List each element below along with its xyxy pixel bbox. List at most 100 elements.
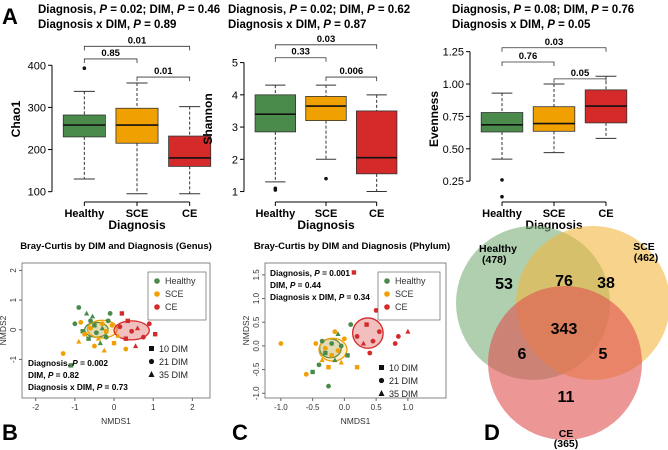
dim-legend-square-icon: [149, 346, 154, 351]
nmds-title: Bray-Curtis by DIM and Diagnosis (Phylum…: [254, 241, 450, 252]
venn-label-sce: SCE: [633, 241, 655, 253]
dim-legend-circle-icon: [148, 358, 155, 365]
point-ce: [123, 336, 128, 341]
y-tick-label: 0.75: [443, 111, 464, 123]
dim-legend-square-icon: [379, 365, 384, 370]
point-healthy: [88, 318, 93, 324]
point-sce: [92, 343, 97, 349]
box-healthy: [254, 94, 296, 133]
point-healthy: [319, 338, 325, 344]
point-healthy: [86, 336, 91, 341]
plot-frame: [21, 262, 211, 399]
significance-bracket: [325, 76, 378, 82]
point-sce: [95, 335, 101, 341]
y-axis-title: Shannon: [201, 93, 215, 144]
box-healthy: [62, 114, 106, 138]
point-ce: [351, 270, 357, 275]
point-sce: [115, 332, 121, 338]
x-tick-label: SCE: [126, 208, 149, 220]
point-ce: [117, 324, 123, 330]
venn-diagram: Healthy (478) SCE (462) CE (365) 53 38 1…: [456, 226, 668, 450]
point-healthy: [348, 322, 354, 327]
x-tick-label: 2: [190, 403, 195, 412]
point-healthy: [326, 383, 331, 389]
x-tick-label: Healthy: [482, 208, 523, 220]
point-sce: [88, 325, 93, 331]
point-ce: [364, 322, 369, 327]
legend-label-ce: CE: [165, 302, 178, 312]
outlier-point: [500, 178, 504, 182]
point-ce: [146, 321, 152, 327]
nmds-phylum-plot: Bray-Curtis by DIM and Diagnosis (Phylum…: [241, 241, 450, 426]
point-healthy: [310, 369, 315, 375]
y-tick-label: 1.00: [443, 79, 464, 91]
panel-letter-b: B: [2, 420, 18, 445]
point-sce: [319, 357, 325, 363]
x-tick-label: CE: [182, 208, 197, 220]
point-sce: [313, 341, 319, 346]
dim-legend-triangle-icon: [148, 371, 155, 377]
x-tick-label: -0.5: [306, 403, 320, 412]
venn-count-healthy-ce: 6: [518, 346, 527, 363]
significance-bracket: [274, 57, 327, 62]
plot-frame: [264, 262, 447, 399]
venn-label-ce: CE: [559, 428, 574, 440]
legend-label-ce: CE: [395, 302, 408, 312]
point-sce: [109, 322, 115, 328]
nmds-stats-line: DIM, P = 0.44: [270, 280, 321, 290]
y-axis-title: NMDS2: [241, 315, 251, 345]
boxplot-chao1: Diagnosis, P = 0.02; DIM, P = 0.46 Diagno…: [9, 4, 220, 232]
y-tick-label: 0.50: [443, 144, 464, 156]
x-tick-label: 1: [151, 403, 156, 412]
y-tick-label: 2: [9, 268, 18, 273]
significance-bracket: [501, 47, 607, 52]
point-healthy: [332, 357, 338, 363]
point-healthy: [338, 343, 344, 349]
stats-line-2: Diagnosis x DIM, P = 0.87: [228, 19, 366, 31]
point-healthy: [80, 329, 85, 334]
legend-label-sce: SCE: [395, 289, 414, 299]
point-sce: [101, 347, 107, 353]
bracket-label: 0.01: [154, 66, 173, 77]
x-axis-title: Diagnosis: [108, 218, 166, 232]
point-sce: [111, 340, 117, 346]
point-healthy: [92, 323, 97, 328]
bracket-label: 0.85: [101, 48, 120, 59]
dim-legend-triangle-icon: [378, 390, 385, 396]
point-healthy: [76, 305, 82, 310]
nmds-stats-line: Diagnosis, P = 0.002: [28, 358, 108, 368]
legend-swatch-healthy: [384, 278, 390, 284]
y-tick-label: -1.0: [252, 386, 261, 400]
significance-bracket: [83, 58, 138, 63]
x-tick-label: 0: [112, 403, 117, 412]
venn-total-sce: (462): [634, 252, 659, 264]
point-ce: [373, 307, 379, 313]
point-sce: [104, 329, 109, 334]
x-tick-label: -1.0: [274, 403, 288, 412]
stats-line-2: Diagnosis x DIM, P = 0.05: [452, 19, 591, 31]
x-tick-label: -2: [32, 403, 40, 412]
venn-count-healthy-sce: 76: [555, 273, 573, 290]
dim-legend-label: 21 DIM: [389, 376, 418, 386]
point-sce: [278, 341, 284, 346]
panel-letter-c: C: [232, 420, 248, 445]
panel-letter-d: D: [484, 420, 500, 445]
stats-line-1: Diagnosis, P = 0.02; DIM, P = 0.46: [38, 4, 220, 16]
y-tick-label: 5: [232, 58, 238, 70]
bracket-label: 0.03: [545, 37, 564, 48]
bracket-label: 0.006: [339, 66, 363, 77]
nmds-stats-line: Diagnosis, P = 0.001: [270, 268, 350, 278]
x-tick-label: Healthy: [64, 208, 105, 220]
dim-legend-label: 35 DIM: [389, 389, 418, 399]
point-ce: [370, 338, 376, 344]
box-ce: [168, 135, 212, 167]
y-tick-label: 200: [28, 145, 46, 157]
point-sce: [60, 351, 66, 356]
point-ce: [395, 334, 401, 339]
point-ce: [367, 350, 373, 356]
point-healthy: [72, 321, 78, 327]
legend-label-healthy: Healthy: [165, 276, 196, 286]
x-axis-title: NMDS1: [341, 416, 371, 426]
legend-label-sce: SCE: [165, 289, 184, 299]
y-tick-label: 300: [28, 102, 46, 114]
